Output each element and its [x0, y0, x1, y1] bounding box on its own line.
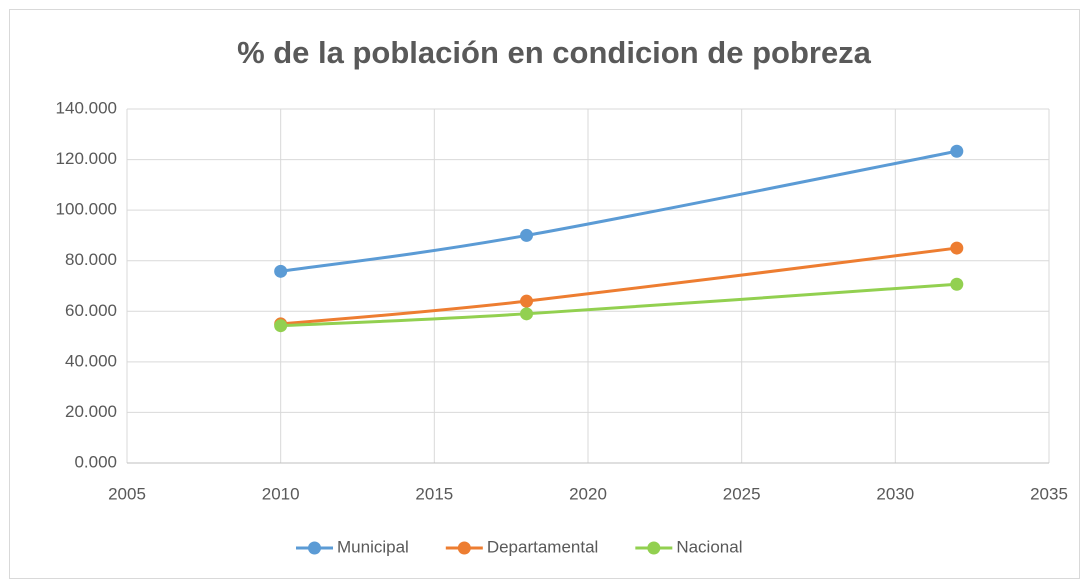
- series-line: [280, 149, 958, 273]
- x-tick-label: 2035: [1030, 484, 1068, 503]
- legend-marker: [308, 541, 321, 555]
- chart-title: % de la población en condicion de pobrez…: [237, 35, 872, 70]
- legend-label: Municipal: [337, 537, 409, 556]
- x-tick-label: 2015: [415, 484, 453, 503]
- data-point: [520, 294, 534, 308]
- y-tick-label: 140.000: [56, 98, 117, 117]
- x-tick-label: 2010: [262, 484, 300, 503]
- y-tick-label: 20.000: [65, 402, 117, 421]
- series-line: [280, 282, 957, 328]
- y-tick-label: 60.000: [65, 301, 117, 320]
- legend-label: Nacional: [676, 537, 742, 556]
- x-tick-label: 2005: [108, 484, 146, 503]
- data-point: [520, 307, 534, 321]
- x-tick-label: 2020: [569, 484, 607, 503]
- y-tick-label: 80.000: [65, 250, 117, 269]
- chart-border: [9, 9, 1080, 579]
- y-tick-label: 100.000: [56, 200, 117, 219]
- y-tick-label: 120.000: [56, 149, 117, 168]
- legend-marker: [457, 541, 471, 555]
- data-point: [520, 228, 534, 242]
- data-point: [274, 319, 288, 333]
- data-point: [950, 241, 964, 255]
- legend-marker: [647, 541, 661, 555]
- y-tick-label: 40.000: [65, 351, 117, 370]
- y-tick-label: 0.000: [74, 452, 117, 471]
- x-tick-label: 2030: [876, 484, 914, 503]
- data-point: [950, 277, 964, 291]
- series-line: [280, 246, 957, 326]
- legend-label: Departamental: [487, 537, 599, 556]
- data-point: [950, 144, 964, 158]
- data-point: [274, 264, 288, 278]
- x-tick-label: 2025: [723, 484, 761, 503]
